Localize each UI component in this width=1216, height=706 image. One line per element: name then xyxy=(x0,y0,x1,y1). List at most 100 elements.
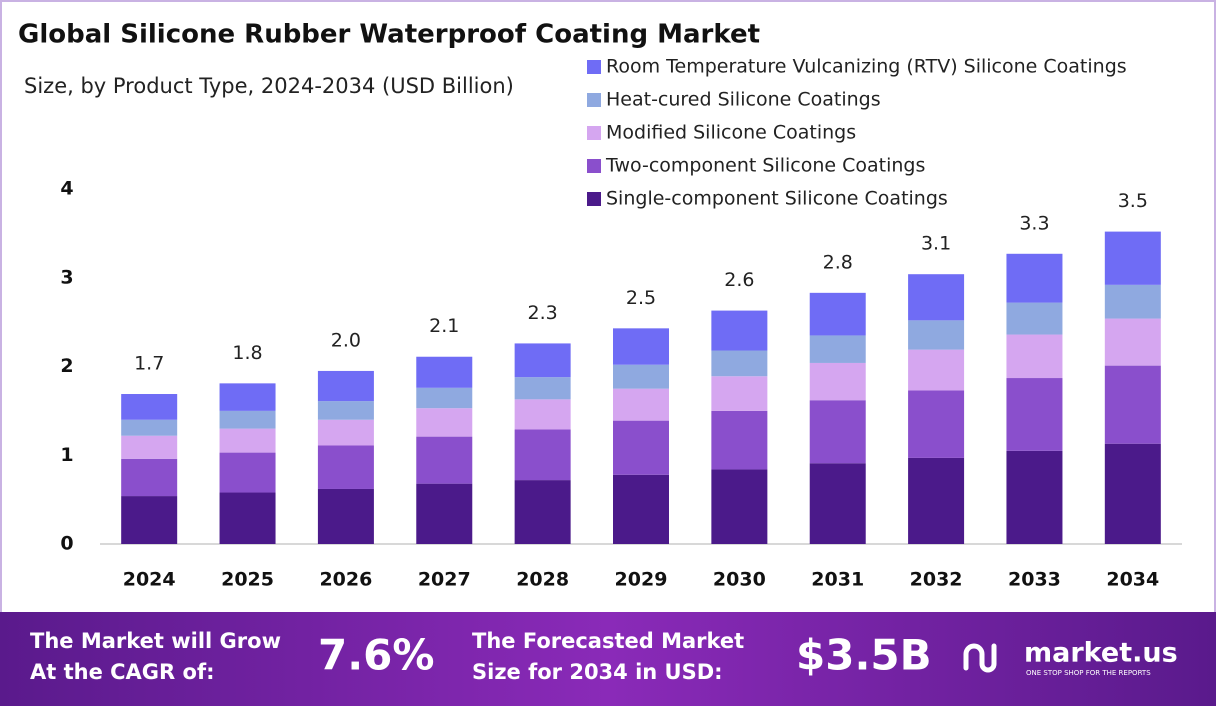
chart-title: Global Silicone Rubber Waterproof Coatin… xyxy=(18,20,760,50)
bar-segment xyxy=(317,445,374,489)
brand-tagline: ONE STOP SHOP FOR THE REPORTS xyxy=(1026,669,1151,677)
x-tick-label: 2032 xyxy=(910,569,963,591)
bar-segment xyxy=(514,399,571,430)
bar-segment xyxy=(121,419,178,436)
bar-segment xyxy=(908,457,965,544)
bar-segment xyxy=(416,387,473,409)
bar-segment xyxy=(1104,365,1161,444)
y-tick-label: 3 xyxy=(60,266,73,288)
legend-swatch xyxy=(587,159,601,173)
bar-segment xyxy=(1006,378,1063,451)
bar-segment xyxy=(613,364,669,389)
y-tick-label: 1 xyxy=(60,444,73,466)
bar-segment xyxy=(908,349,965,391)
total-label: 3.5 xyxy=(1118,190,1148,212)
legend-label: Heat-cured Silicone Coatings xyxy=(606,89,881,111)
legend-swatch xyxy=(587,60,601,74)
x-tick-label: 2029 xyxy=(615,569,668,591)
bar-segment xyxy=(416,436,473,484)
y-tick-label: 2 xyxy=(60,355,73,377)
legend-label: Modified Silicone Coatings xyxy=(606,122,856,144)
legend-label: Room Temperature Vulcanizing (RTV) Silic… xyxy=(606,56,1127,78)
bar-segment xyxy=(219,383,276,411)
total-label: 2.3 xyxy=(528,302,558,324)
bar-segment xyxy=(809,463,866,544)
y-tick-label: 4 xyxy=(60,178,73,200)
bar-segment xyxy=(219,410,276,429)
bar-segment xyxy=(121,496,178,544)
bar-segment xyxy=(317,401,374,420)
footer-value: $3.5B xyxy=(796,631,932,680)
y-tick-label: 0 xyxy=(60,533,73,555)
bar-segment xyxy=(908,274,965,321)
bar-segment xyxy=(711,469,768,544)
bar-segment xyxy=(908,320,965,350)
bar-segment xyxy=(1104,231,1161,285)
bar-segment xyxy=(1006,334,1063,379)
bar-segment xyxy=(809,292,866,336)
bar-segment xyxy=(711,350,768,377)
total-label: 2.6 xyxy=(724,269,754,291)
bar-segment xyxy=(416,408,473,437)
bar-segment xyxy=(416,483,473,544)
bar-segment xyxy=(121,435,178,459)
bar-segment xyxy=(317,419,374,446)
bar-segment xyxy=(317,488,374,544)
bar-segment xyxy=(809,362,866,401)
brand-logo xyxy=(963,643,997,673)
x-tick-label: 2033 xyxy=(1008,569,1061,591)
bar-segment xyxy=(1104,284,1161,319)
bar-segment xyxy=(711,410,768,470)
bar-segment xyxy=(809,335,866,363)
footer-value: 7.6% xyxy=(318,631,434,680)
bar-segment xyxy=(809,400,866,464)
legend-swatch xyxy=(587,192,601,206)
x-tick-label: 2027 xyxy=(418,569,471,591)
bar-segment xyxy=(317,370,374,402)
total-label: 2.0 xyxy=(331,329,361,351)
bar-segment xyxy=(514,377,571,400)
footer-text: The Forecasted Market xyxy=(472,629,744,653)
total-label: 2.1 xyxy=(429,315,459,337)
bar-segment xyxy=(613,388,669,421)
x-tick-label: 2025 xyxy=(221,569,274,591)
bar-segment xyxy=(121,394,178,420)
x-tick-label: 2028 xyxy=(516,569,569,591)
bar-segment xyxy=(219,428,276,453)
bar-segment xyxy=(219,452,276,493)
total-label: 1.7 xyxy=(134,353,164,375)
total-label: 3.3 xyxy=(1019,212,1049,234)
bar-segment xyxy=(613,420,669,475)
bar-segment xyxy=(1006,302,1063,335)
total-label: 2.5 xyxy=(626,287,656,309)
x-tick-label: 2026 xyxy=(319,569,372,591)
bar-segment xyxy=(613,474,669,544)
bar-segment xyxy=(711,310,768,351)
x-tick-label: 2030 xyxy=(713,569,766,591)
total-label: 1.8 xyxy=(232,342,262,364)
footer-text: The Market will Grow xyxy=(30,629,281,653)
x-tick-label: 2034 xyxy=(1106,569,1159,591)
bar-segment xyxy=(1104,443,1161,544)
bar-segment xyxy=(219,492,276,544)
brand-name: market.us xyxy=(1024,638,1178,669)
bar-segment xyxy=(121,458,178,497)
bar-segment xyxy=(908,390,965,458)
bar-segment xyxy=(514,429,571,481)
bar-segment xyxy=(514,480,571,544)
bar-segment xyxy=(613,328,669,365)
footer-band xyxy=(0,612,1216,706)
bar-segment xyxy=(514,343,571,378)
bar-segment xyxy=(1006,253,1063,303)
total-label: 2.8 xyxy=(823,251,853,273)
legend-label: Single-component Silicone Coatings xyxy=(606,188,948,210)
x-tick-label: 2031 xyxy=(811,569,864,591)
bar-segment xyxy=(711,376,768,411)
bar-segment xyxy=(1006,450,1063,544)
bar-segment xyxy=(1104,318,1161,366)
footer-text: Size for 2034 in USD: xyxy=(472,660,723,684)
x-tick-label: 2024 xyxy=(123,569,176,591)
legend-swatch xyxy=(587,126,601,140)
